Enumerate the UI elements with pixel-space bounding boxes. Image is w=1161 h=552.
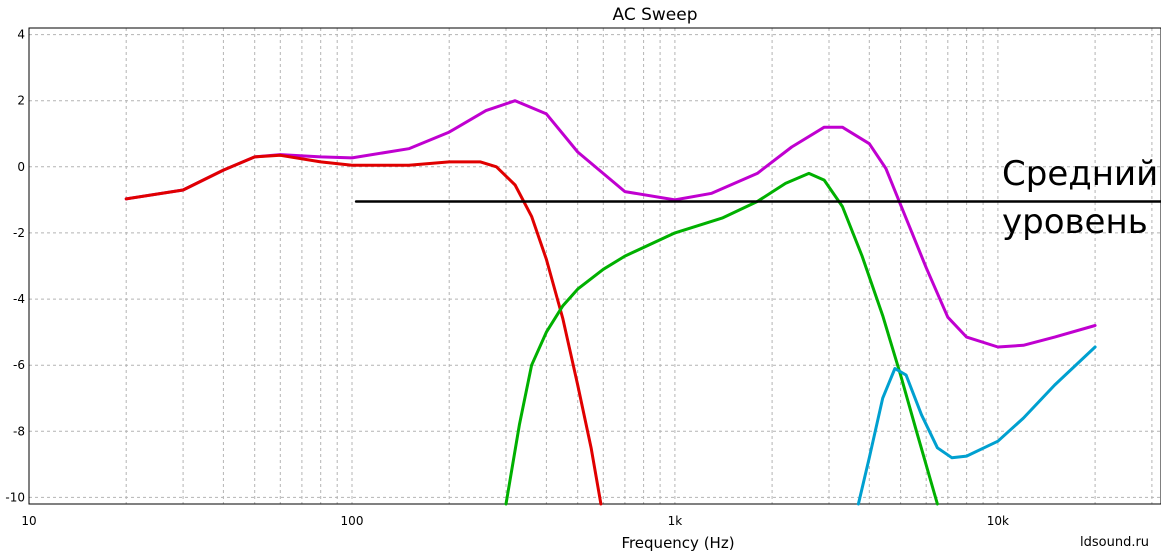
x-tick-label: 100: [341, 514, 364, 528]
grid: [29, 28, 1161, 504]
plot-frame: [28, 27, 1161, 505]
x-tick-label: 10k: [987, 514, 1009, 528]
annotation-line-1: Средний: [1002, 154, 1158, 194]
series-line-2: [124, 153, 603, 506]
y-tick-label: -8: [13, 424, 25, 438]
tick-labels: 10 100 1k 10k 4 2 0 -2 -4 -6 -8 -10: [5, 28, 1009, 528]
chart-title: AC Sweep: [612, 5, 697, 25]
y-tick-label: -6: [13, 358, 25, 372]
y-tick-label: 0: [17, 160, 25, 174]
y-tick-label: -10: [5, 490, 25, 504]
y-tick-label: 2: [17, 94, 25, 108]
y-tick-label: -4: [13, 292, 25, 306]
series-line-1: [124, 99, 1097, 349]
y-tick-label: 4: [17, 28, 25, 42]
x-tick-label: 1k: [668, 514, 683, 528]
series-group: [124, 99, 1161, 506]
y-tick-label: -2: [13, 226, 25, 240]
x-tick-label: 10: [21, 514, 36, 528]
series-line-3: [504, 171, 939, 506]
series-line-4: [856, 345, 1097, 506]
x-axis-label: Frequency (Hz): [621, 534, 734, 552]
watermark: ldsound.ru: [1080, 535, 1149, 550]
annotation-line-2: уровень: [1002, 202, 1148, 242]
